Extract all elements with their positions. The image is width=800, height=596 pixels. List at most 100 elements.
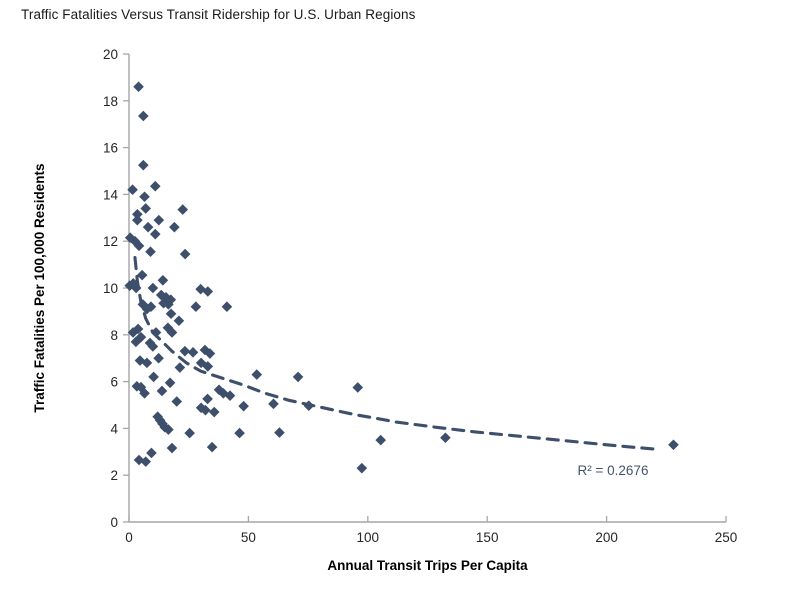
data-point	[150, 327, 162, 338]
data-point	[238, 400, 249, 412]
data-point	[195, 283, 206, 295]
data-point	[202, 286, 214, 297]
data-point	[132, 214, 143, 226]
data-point	[190, 301, 202, 313]
y-tick-label: 2	[110, 468, 118, 483]
r-squared-label: R² = 0.2676	[578, 463, 649, 478]
data-point	[171, 396, 183, 407]
data-point	[218, 388, 229, 399]
data-point	[174, 362, 186, 373]
data-point	[147, 341, 159, 352]
x-tick-label: 200	[595, 530, 618, 545]
data-point	[160, 292, 172, 303]
x-tick-label: 150	[476, 530, 499, 545]
y-tick-label: 20	[103, 47, 118, 62]
y-tick-label: 18	[103, 94, 118, 109]
data-point	[200, 404, 211, 416]
data-point	[139, 388, 150, 399]
data-point	[163, 299, 174, 310]
data-point	[224, 390, 236, 401]
data-point	[158, 297, 169, 309]
x-tick-label: 100	[357, 530, 380, 545]
data-point	[163, 424, 174, 435]
x-tick-label: 0	[125, 530, 133, 545]
data-point	[206, 441, 218, 453]
data-point	[130, 282, 142, 294]
data-point	[155, 289, 167, 301]
data-point	[154, 414, 166, 426]
y-tick-label: 16	[103, 141, 118, 156]
data-point	[303, 400, 315, 412]
data-point	[177, 204, 189, 215]
data-point	[184, 427, 195, 439]
y-tick-label: 4	[110, 421, 118, 436]
data-point	[133, 240, 145, 252]
y-tick-label: 14	[103, 187, 119, 202]
data-point	[213, 384, 225, 396]
data-point	[157, 274, 169, 286]
x-tick-label: 50	[241, 530, 256, 545]
data-point	[132, 323, 144, 335]
data-point	[141, 303, 153, 315]
data-point	[149, 180, 161, 192]
data-point	[132, 208, 143, 220]
data-point	[144, 337, 156, 349]
data-point	[187, 347, 199, 358]
data-point	[162, 322, 174, 334]
data-point	[375, 434, 386, 446]
data-point	[153, 214, 165, 226]
data-point	[173, 315, 185, 327]
data-point	[145, 246, 156, 258]
data-point	[127, 184, 138, 196]
data-point	[202, 393, 213, 405]
data-point	[356, 462, 368, 474]
data-point	[251, 369, 263, 380]
x-axis-title: Annual Transit Trips Per Capita	[327, 558, 528, 573]
data-point	[147, 282, 159, 294]
y-tick-label: 6	[110, 375, 118, 390]
data-point	[164, 377, 176, 389]
data-point	[136, 269, 148, 281]
data-point	[142, 221, 154, 233]
data-point	[141, 357, 153, 369]
data-point	[179, 345, 191, 357]
data-point	[138, 159, 149, 171]
data-point	[234, 427, 245, 439]
data-point	[440, 432, 451, 444]
data-point	[138, 110, 149, 122]
data-point	[208, 406, 220, 418]
y-tick-label: 12	[103, 234, 118, 249]
data-point	[352, 382, 364, 393]
data-point	[140, 456, 152, 467]
data-point	[165, 308, 177, 320]
x-tick-label: 250	[715, 530, 738, 545]
data-point	[133, 81, 144, 93]
data-point	[195, 402, 207, 414]
data-point	[221, 301, 233, 313]
data-point	[668, 439, 679, 451]
y-tick-label: 0	[110, 515, 118, 530]
chart-title: Traffic Fatalities Versus Transit Riders…	[21, 7, 416, 22]
data-point	[166, 442, 178, 454]
data-point	[169, 221, 180, 233]
data-point	[130, 336, 142, 348]
y-axis-title: Traffic Fatalities Per 100,000 Residents	[32, 163, 47, 412]
data-point	[166, 327, 178, 338]
data-point	[274, 427, 285, 438]
data-point	[153, 352, 164, 364]
data-point	[156, 385, 168, 397]
data-point	[199, 344, 211, 356]
data-point	[140, 203, 152, 214]
data-point	[139, 191, 150, 203]
data-point	[268, 398, 279, 410]
data-point	[202, 361, 214, 372]
data-point	[292, 371, 304, 383]
data-point	[179, 248, 191, 260]
data-point	[195, 357, 207, 369]
y-tick-label: 8	[110, 328, 118, 343]
data-point	[149, 228, 161, 240]
y-tick-label: 10	[103, 281, 118, 296]
data-point	[204, 348, 216, 359]
